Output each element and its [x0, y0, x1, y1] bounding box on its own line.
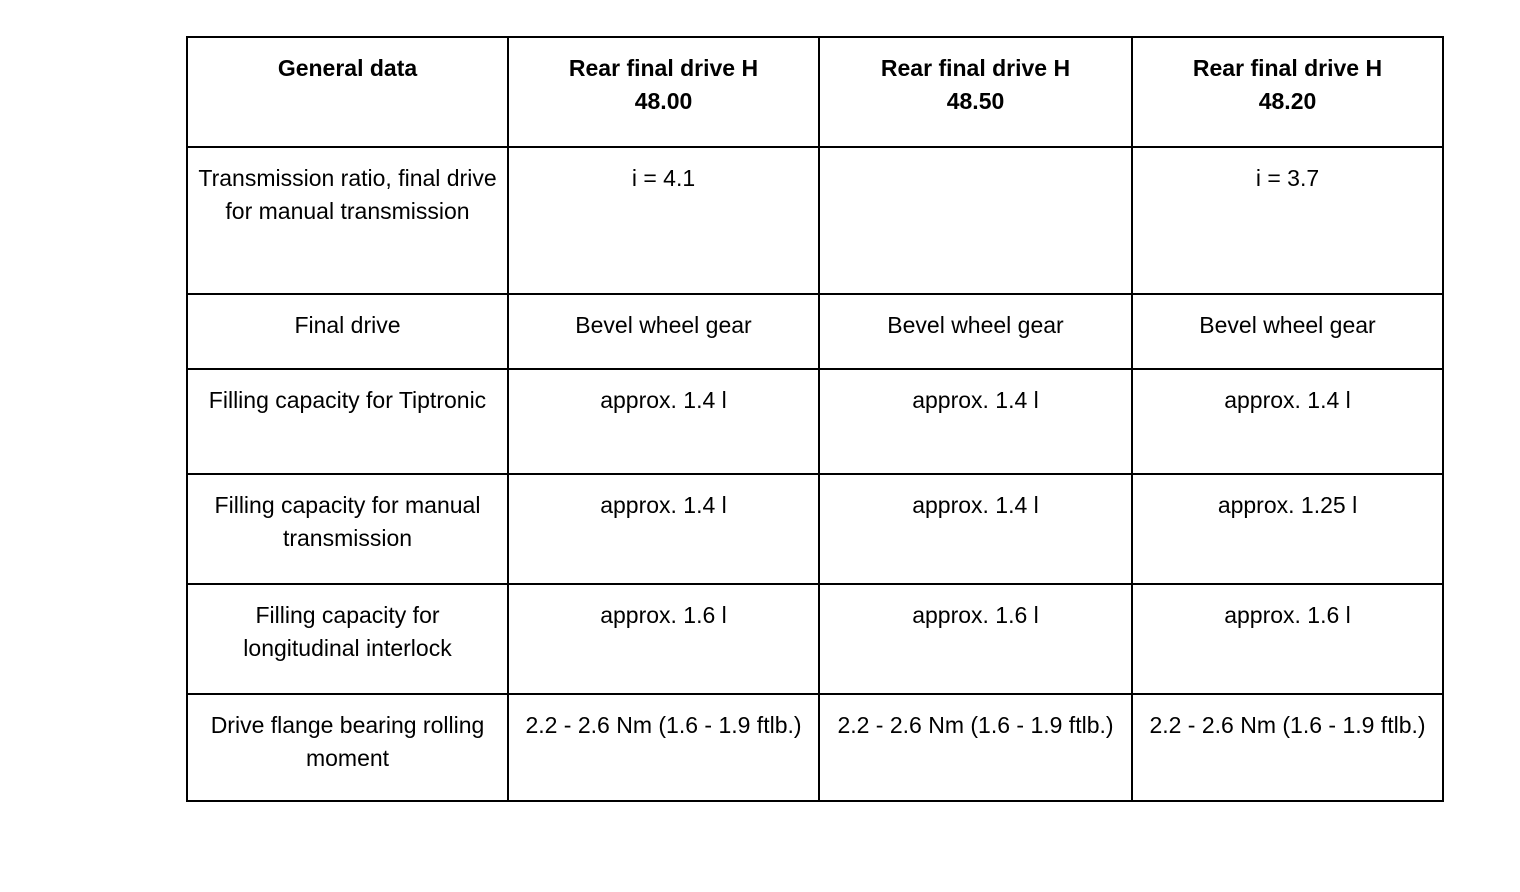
data-cell	[818, 146, 1133, 295]
data-cell: approx. 1.6 l	[507, 583, 820, 695]
data-cell: approx. 1.25 l	[1131, 473, 1444, 585]
row-label: Final drive	[186, 293, 509, 370]
header-cell-rear-final-drive-48-50: Rear final drive H 48.50	[818, 36, 1133, 148]
data-cell: Bevel wheel gear	[507, 293, 820, 370]
data-cell: approx. 1.4 l	[507, 473, 820, 585]
data-cell: approx. 1.4 l	[1131, 368, 1444, 475]
row-label: Filling capacity for longitudinal interl…	[186, 583, 509, 695]
table-row-transmission-ratio: Transmission ratio, final drive for manu…	[186, 146, 1444, 295]
data-cell: approx. 1.6 l	[1131, 583, 1444, 695]
data-cell: 2.2 - 2.6 Nm (1.6 - 1.9 ftlb.)	[507, 693, 820, 802]
data-cell: approx. 1.4 l	[818, 473, 1133, 585]
table-row-final-drive: Final drive Bevel wheel gear Bevel wheel…	[186, 293, 1444, 370]
data-cell: approx. 1.4 l	[507, 368, 820, 475]
header-cell-rear-final-drive-48-20: Rear final drive H 48.20	[1131, 36, 1444, 148]
table-row-filling-capacity-interlock: Filling capacity for longitudinal interl…	[186, 583, 1444, 695]
header-cell-general-data: General data	[186, 36, 509, 148]
data-cell: i = 3.7	[1131, 146, 1444, 295]
row-label: Filling capacity for manual transmission	[186, 473, 509, 585]
header-cell-rear-final-drive-48-00: Rear final drive H 48.00	[507, 36, 820, 148]
data-cell: 2.2 - 2.6 Nm (1.6 - 1.9 ftlb.)	[1131, 693, 1444, 802]
data-cell: Bevel wheel gear	[1131, 293, 1444, 370]
general-data-table: General data Rear final drive H 48.00 Re…	[186, 36, 1444, 802]
data-cell: Bevel wheel gear	[818, 293, 1133, 370]
data-cell: approx. 1.4 l	[818, 368, 1133, 475]
data-cell: 2.2 - 2.6 Nm (1.6 - 1.9 ftlb.)	[818, 693, 1133, 802]
table-row-filling-capacity-tiptronic: Filling capacity for Tiptronic approx. 1…	[186, 368, 1444, 475]
row-label: Drive flange bearing rolling moment	[186, 693, 509, 802]
table-header-row: General data Rear final drive H 48.00 Re…	[186, 36, 1444, 148]
table-row-filling-capacity-manual: Filling capacity for manual transmission…	[186, 473, 1444, 585]
table-row-drive-flange-bearing: Drive flange bearing rolling moment 2.2 …	[186, 693, 1444, 802]
data-cell: i = 4.1	[507, 146, 820, 295]
row-label: Transmission ratio, final drive for manu…	[186, 146, 509, 295]
data-cell: approx. 1.6 l	[818, 583, 1133, 695]
row-label: Filling capacity for Tiptronic	[186, 368, 509, 475]
